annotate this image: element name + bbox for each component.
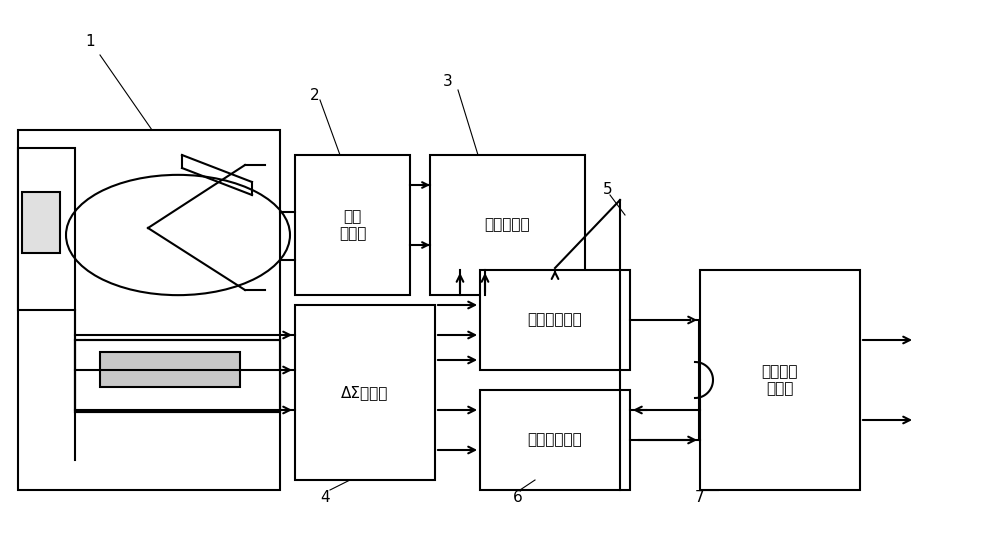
Bar	[75, 340, 280, 412]
Bar	[18, 130, 280, 490]
Text: 2: 2	[310, 88, 320, 103]
Text: 4: 4	[320, 490, 330, 505]
Bar	[700, 270, 860, 490]
Text: 5: 5	[603, 183, 613, 198]
Text: 6: 6	[513, 490, 523, 505]
Bar	[75, 340, 280, 412]
Bar	[18, 148, 75, 310]
Text: 正弦通道单元: 正弦通道单元	[528, 313, 582, 328]
Text: 1: 1	[85, 34, 95, 49]
Text: 低通
滤波器: 低通 滤波器	[339, 209, 366, 241]
Bar	[480, 390, 630, 490]
Text: 余弦通道单元: 余弦通道单元	[528, 432, 582, 447]
Text: ΔΣ调制器: ΔΣ调制器	[341, 385, 389, 400]
Bar	[295, 155, 410, 295]
Text: 载波生成器: 载波生成器	[485, 217, 530, 233]
Bar	[100, 352, 240, 387]
Text: 3: 3	[443, 75, 453, 90]
Bar	[295, 305, 435, 480]
Bar	[430, 155, 585, 295]
Text: 7: 7	[695, 490, 705, 505]
Text: 闭环角度
跟踪器: 闭环角度 跟踪器	[762, 364, 798, 396]
Bar	[22, 192, 60, 253]
Bar	[480, 270, 630, 370]
